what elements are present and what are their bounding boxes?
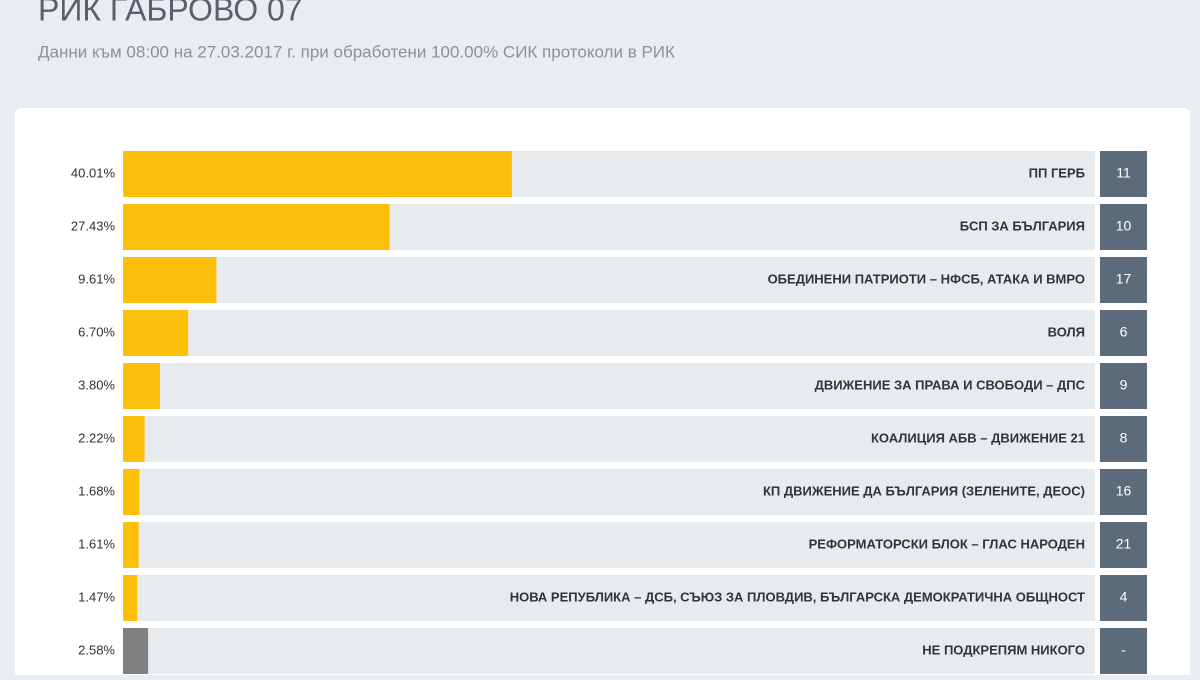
value-label: 27.43%	[71, 218, 116, 233]
bar-track	[123, 310, 1095, 356]
bar	[123, 628, 149, 674]
bar	[123, 151, 512, 197]
bar	[123, 575, 138, 621]
ballot-number: 16	[1116, 483, 1132, 499]
ballot-number: 4	[1120, 589, 1128, 605]
ballot-number: 8	[1120, 430, 1128, 446]
bar-track	[123, 257, 1095, 303]
value-label: 2.22%	[78, 430, 115, 445]
category-label: ОБЕДИНЕНИ ПАТРИОТИ – НФСБ, АТАКА И ВМРО	[768, 271, 1085, 286]
bar-track	[123, 363, 1095, 409]
number-box	[1100, 204, 1147, 250]
bar-track	[123, 522, 1095, 568]
category-label: ПП ГЕРБ	[1029, 165, 1085, 180]
category-label: БСП ЗА БЪЛГАРИЯ	[960, 218, 1085, 233]
category-label: КП ДВИЖЕНИЕ ДА БЪЛГАРИЯ (ЗЕЛЕНИТЕ, ДЕОС)	[763, 483, 1085, 498]
number-box	[1100, 628, 1147, 674]
category-label: НОВА РЕПУБЛИКА – ДСБ, СЪЮЗ ЗА ПЛОВДИВ, Б…	[510, 589, 1085, 604]
ballot-number: 9	[1120, 377, 1128, 393]
number-box	[1100, 257, 1147, 303]
value-label: 1.68%	[78, 483, 115, 498]
bar-track	[123, 628, 1095, 674]
category-label: НЕ ПОДКРЕПЯМ НИКОГО	[922, 642, 1085, 657]
ballot-number: 17	[1116, 271, 1132, 287]
bar	[123, 416, 145, 462]
number-box	[1100, 416, 1147, 462]
chart-subtitle: Данни към 08:00 на 27.03.2017 г. при обр…	[38, 42, 675, 61]
value-label: 6.70%	[78, 324, 115, 339]
ballot-number: 11	[1116, 165, 1131, 181]
number-box	[1100, 575, 1147, 621]
value-label: 1.47%	[78, 589, 115, 604]
value-label: 3.80%	[78, 377, 115, 392]
bar	[123, 363, 160, 409]
number-box	[1100, 522, 1147, 568]
number-box	[1100, 310, 1147, 356]
ballot-number: 10	[1116, 218, 1132, 234]
chart-title: РИК ГАБРОВО 07	[38, 0, 303, 27]
ballot-number: 6	[1120, 324, 1128, 340]
number-box	[1100, 363, 1147, 409]
number-box	[1100, 151, 1147, 197]
value-label: 1.61%	[78, 536, 115, 551]
bar-track	[123, 469, 1095, 515]
category-label: РЕФОРМАТОРСКИ БЛОК – ГЛАС НАРОДЕН	[809, 536, 1085, 551]
ballot-number: -	[1121, 642, 1126, 658]
bar	[123, 469, 140, 515]
bar	[123, 257, 217, 303]
category-label: ВОЛЯ	[1048, 324, 1085, 339]
bar	[123, 204, 390, 250]
category-label: КОАЛИЦИЯ АБВ – ДВИЖЕНИЕ 21	[871, 430, 1085, 445]
value-label: 2.58%	[78, 642, 115, 657]
value-label: 9.61%	[78, 271, 115, 286]
ballot-number: 21	[1116, 536, 1132, 552]
bar-track	[123, 416, 1095, 462]
bar	[123, 522, 139, 568]
category-label: ДВИЖЕНИЕ ЗА ПРАВА И СВОБОДИ – ДПС	[815, 377, 1086, 392]
value-label: 40.01%	[71, 165, 116, 180]
number-box	[1100, 469, 1147, 515]
bar	[123, 310, 189, 356]
bar-track	[123, 575, 1095, 621]
